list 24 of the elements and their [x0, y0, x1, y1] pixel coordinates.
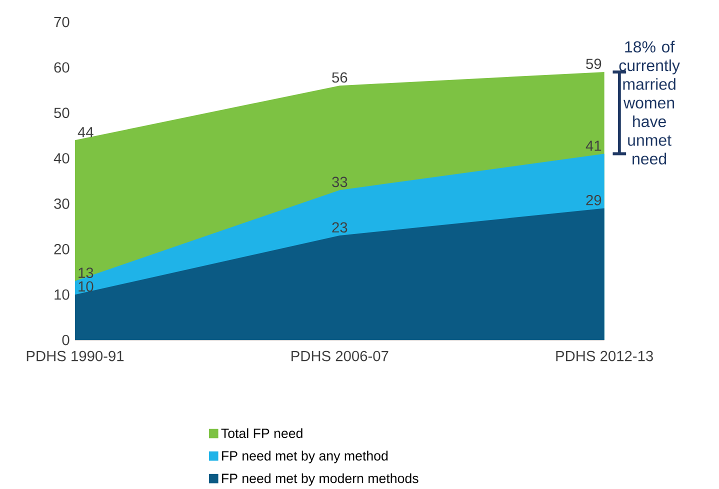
y-tick-label: 20: [54, 244, 70, 254]
data-label: 33: [332, 176, 348, 188]
data-label: 10: [78, 281, 94, 292]
data-label: 44: [78, 127, 94, 138]
data-label: 41: [586, 140, 602, 151]
legend-label: FP need met by modern methods: [222, 473, 418, 486]
y-tick-label: 30: [54, 198, 70, 209]
y-tick-label: 0: [62, 334, 70, 346]
y-tick-label: 60: [54, 62, 70, 73]
text: 18% of currently married women have unmet need: [619, 40, 680, 165]
x-tick-label: PDHS 2006-07: [292, 350, 388, 362]
y-tick-label: 40: [54, 153, 70, 164]
x-tick-label: PDHS 1990-91: [26, 350, 124, 362]
y-tick-label: 70: [54, 16, 70, 28]
legend-label: FP need met by any method: [222, 450, 388, 464]
y-tick-label: 50: [54, 108, 70, 118]
legend-label: Total FP need: [221, 428, 302, 438]
data-label: 56: [332, 72, 348, 83]
data-label: 23: [332, 222, 348, 233]
data-label: 59: [586, 58, 602, 70]
y-tick-label: 10: [54, 289, 70, 300]
x-tick-label: PDHS 2012-13: [556, 350, 653, 362]
data-label: 13: [78, 268, 94, 278]
data-label: 29: [586, 194, 602, 206]
